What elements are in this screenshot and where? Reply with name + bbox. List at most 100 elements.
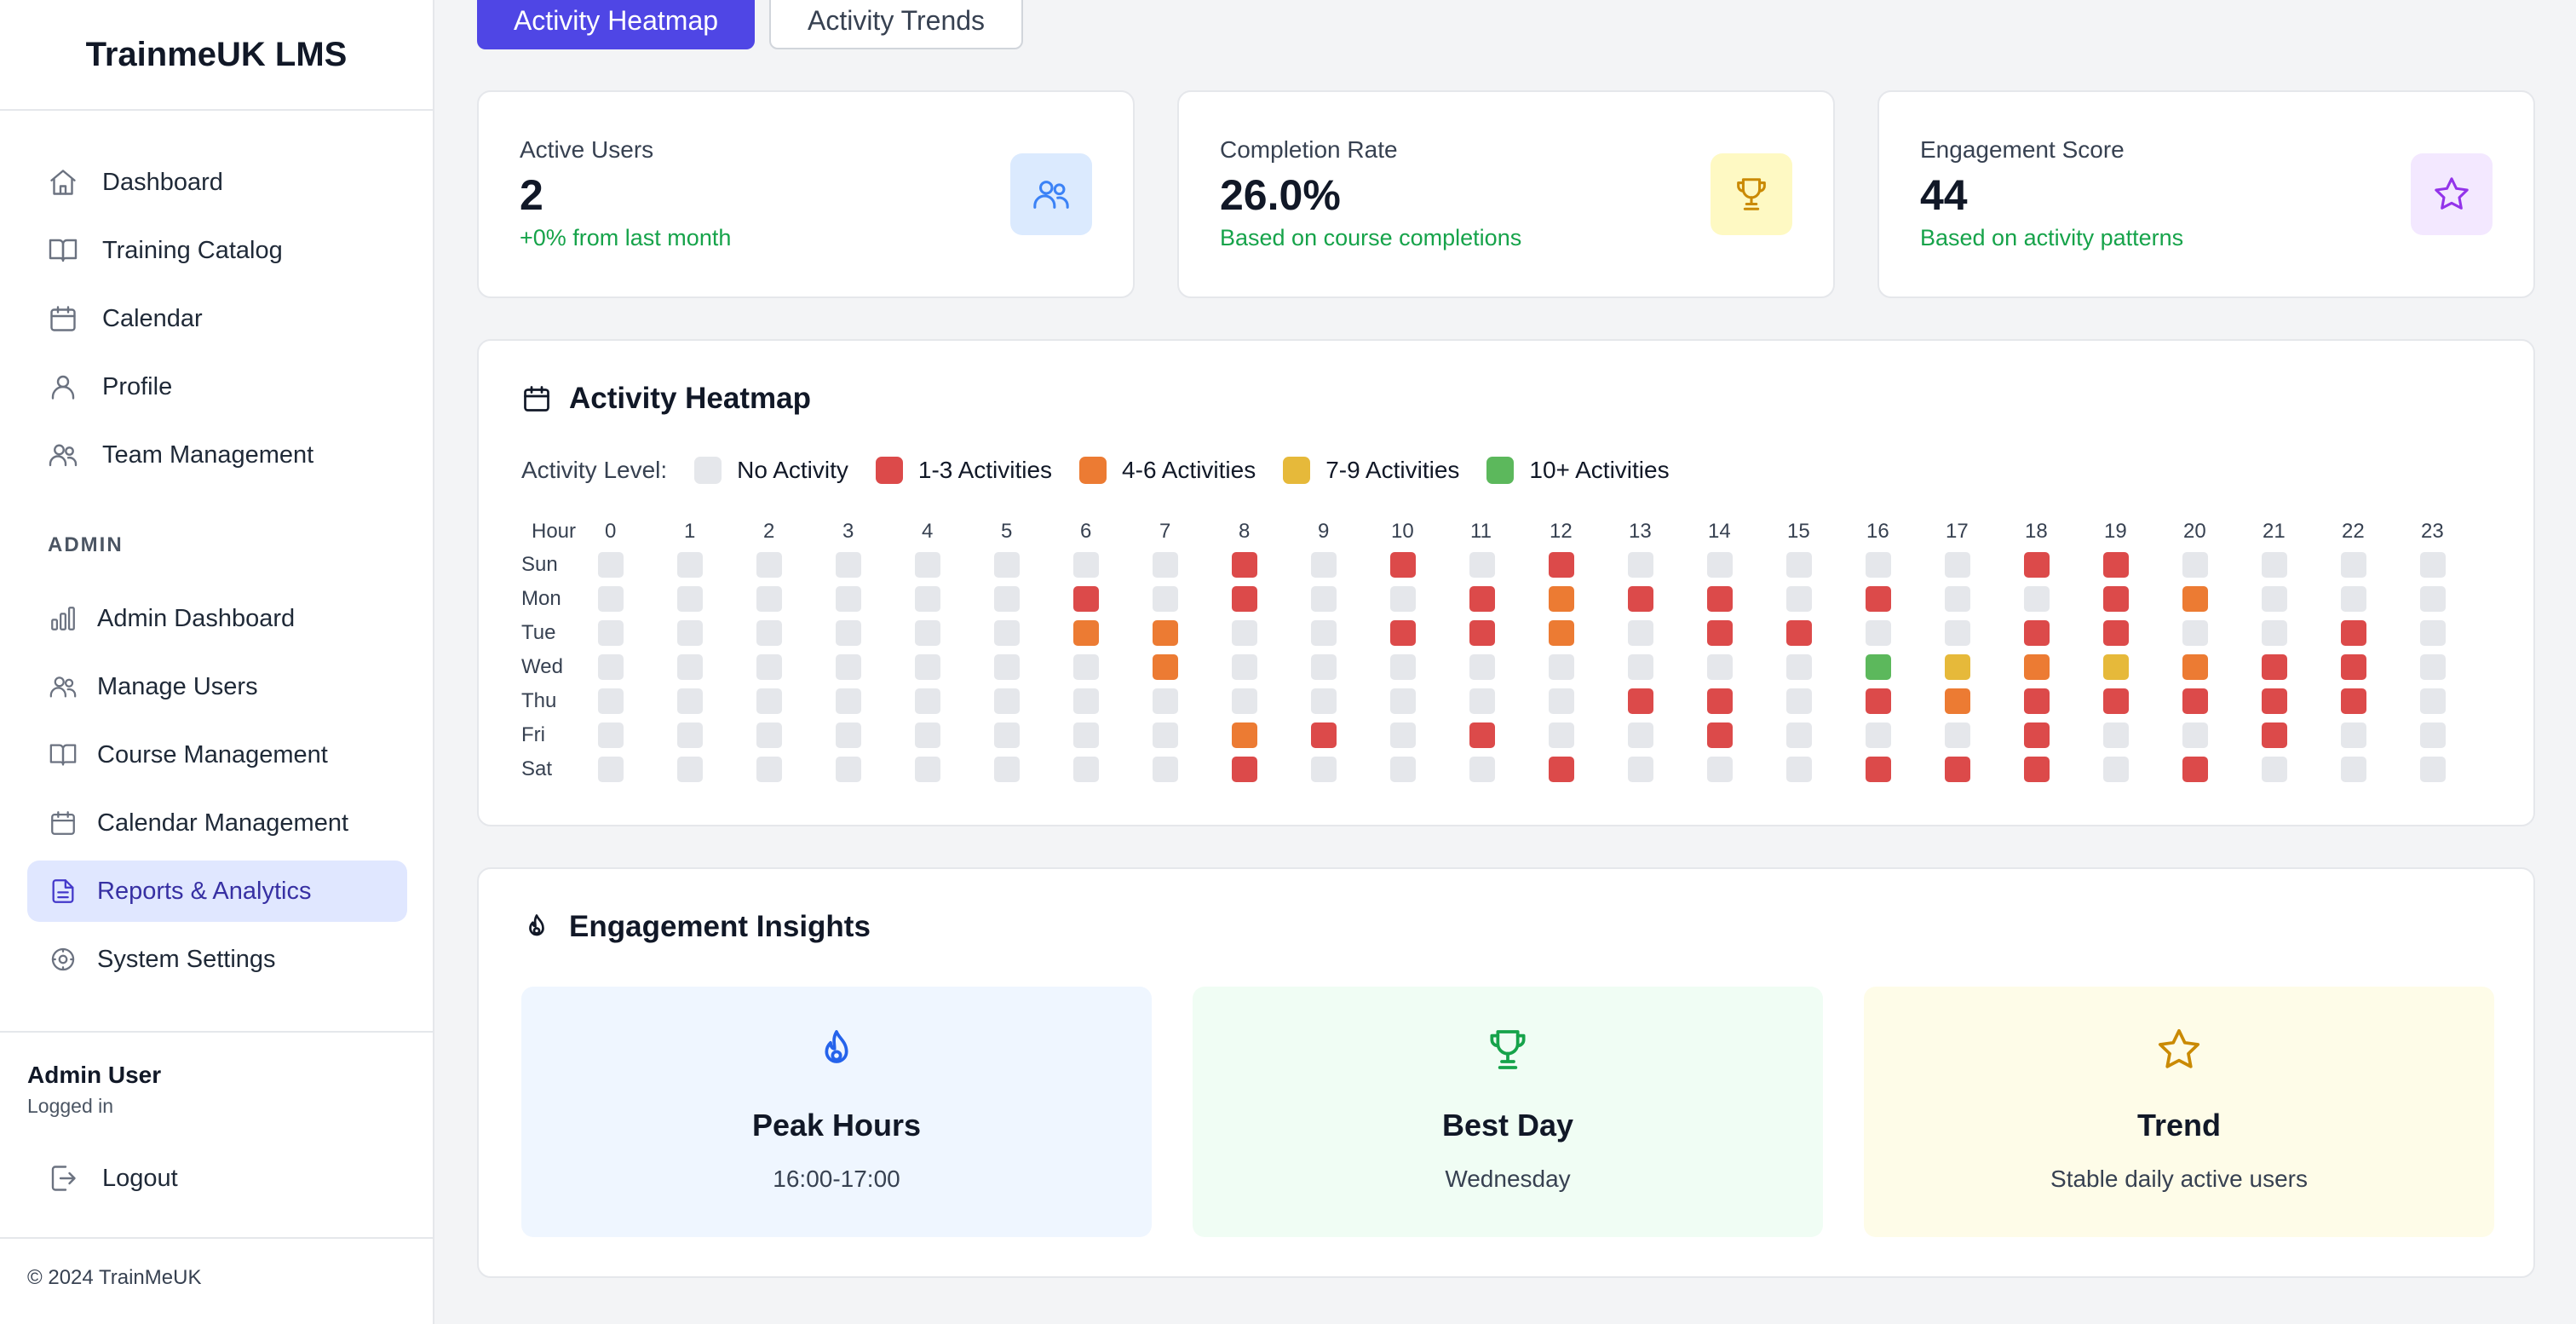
- sidebar-item-reports-analytics[interactable]: Reports & Analytics: [27, 861, 407, 922]
- sidebar-item-course-management[interactable]: Course Management: [27, 724, 407, 786]
- sidebar-item-training-catalog[interactable]: Training Catalog: [27, 220, 407, 281]
- heatmap-cell[interactable]: [1786, 552, 1812, 578]
- heatmap-cell[interactable]: [1866, 552, 1891, 578]
- heatmap-cell[interactable]: [836, 586, 861, 612]
- heatmap-cell[interactable]: [994, 757, 1020, 782]
- heatmap-cell[interactable]: [1786, 620, 1812, 646]
- heatmap-cell[interactable]: [2262, 586, 2287, 612]
- heatmap-cell[interactable]: [1390, 552, 1416, 578]
- heatmap-cell[interactable]: [1232, 620, 1257, 646]
- heatmap-cell[interactable]: [1786, 586, 1812, 612]
- heatmap-cell[interactable]: [1390, 620, 1416, 646]
- heatmap-cell[interactable]: [1153, 722, 1178, 748]
- heatmap-cell[interactable]: [1469, 757, 1495, 782]
- sidebar-item-dashboard[interactable]: Dashboard: [27, 152, 407, 213]
- heatmap-cell[interactable]: [994, 620, 1020, 646]
- heatmap-cell[interactable]: [1628, 620, 1653, 646]
- heatmap-cell[interactable]: [1866, 586, 1891, 612]
- heatmap-cell[interactable]: [2420, 620, 2446, 646]
- heatmap-cell[interactable]: [2024, 757, 2050, 782]
- heatmap-cell[interactable]: [1232, 757, 1257, 782]
- heatmap-cell[interactable]: [1073, 654, 1099, 680]
- heatmap-cell[interactable]: [1153, 688, 1178, 714]
- heatmap-cell[interactable]: [2024, 586, 2050, 612]
- heatmap-cell[interactable]: [994, 722, 1020, 748]
- heatmap-cell[interactable]: [2262, 654, 2287, 680]
- heatmap-cell[interactable]: [836, 688, 861, 714]
- heatmap-cell[interactable]: [1232, 586, 1257, 612]
- heatmap-cell[interactable]: [598, 586, 624, 612]
- heatmap-cell[interactable]: [1945, 552, 1970, 578]
- heatmap-cell[interactable]: [1707, 620, 1733, 646]
- heatmap-cell[interactable]: [598, 688, 624, 714]
- heatmap-cell[interactable]: [1866, 620, 1891, 646]
- heatmap-cell[interactable]: [915, 757, 940, 782]
- heatmap-cell[interactable]: [1549, 654, 1574, 680]
- heatmap-cell[interactable]: [1628, 586, 1653, 612]
- heatmap-cell[interactable]: [756, 654, 782, 680]
- heatmap-cell[interactable]: [1153, 552, 1178, 578]
- heatmap-cell[interactable]: [1153, 757, 1178, 782]
- heatmap-cell[interactable]: [836, 757, 861, 782]
- heatmap-cell[interactable]: [1390, 757, 1416, 782]
- heatmap-cell[interactable]: [1469, 722, 1495, 748]
- heatmap-cell[interactable]: [1549, 586, 1574, 612]
- heatmap-cell[interactable]: [1469, 688, 1495, 714]
- heatmap-cell[interactable]: [1786, 722, 1812, 748]
- heatmap-cell[interactable]: [1945, 586, 1970, 612]
- heatmap-cell[interactable]: [756, 757, 782, 782]
- heatmap-cell[interactable]: [598, 552, 624, 578]
- heatmap-cell[interactable]: [598, 722, 624, 748]
- heatmap-cell[interactable]: [1549, 757, 1574, 782]
- heatmap-cell[interactable]: [1786, 654, 1812, 680]
- heatmap-cell[interactable]: [1866, 688, 1891, 714]
- sidebar-item-calendar-management[interactable]: Calendar Management: [27, 792, 407, 854]
- heatmap-cell[interactable]: [1628, 688, 1653, 714]
- heatmap-cell[interactable]: [1628, 552, 1653, 578]
- heatmap-cell[interactable]: [2262, 552, 2287, 578]
- heatmap-cell[interactable]: [677, 688, 703, 714]
- heatmap-cell[interactable]: [1073, 620, 1099, 646]
- sidebar-item-system-settings[interactable]: System Settings: [27, 929, 407, 990]
- heatmap-cell[interactable]: [677, 722, 703, 748]
- heatmap-cell[interactable]: [836, 620, 861, 646]
- heatmap-cell[interactable]: [756, 552, 782, 578]
- heatmap-cell[interactable]: [1232, 688, 1257, 714]
- heatmap-cell[interactable]: [1549, 688, 1574, 714]
- heatmap-cell[interactable]: [1469, 586, 1495, 612]
- heatmap-cell[interactable]: [1153, 586, 1178, 612]
- heatmap-cell[interactable]: [1707, 654, 1733, 680]
- heatmap-cell[interactable]: [756, 586, 782, 612]
- heatmap-cell[interactable]: [1073, 757, 1099, 782]
- heatmap-cell[interactable]: [756, 688, 782, 714]
- heatmap-cell[interactable]: [2103, 688, 2129, 714]
- heatmap-cell[interactable]: [1390, 722, 1416, 748]
- heatmap-cell[interactable]: [1866, 722, 1891, 748]
- heatmap-cell[interactable]: [2024, 688, 2050, 714]
- heatmap-cell[interactable]: [598, 757, 624, 782]
- heatmap-cell[interactable]: [2182, 757, 2208, 782]
- heatmap-cell[interactable]: [677, 586, 703, 612]
- heatmap-cell[interactable]: [2262, 722, 2287, 748]
- sidebar-item-admin-dashboard[interactable]: Admin Dashboard: [27, 588, 407, 649]
- heatmap-cell[interactable]: [1311, 722, 1337, 748]
- heatmap-cell[interactable]: [2182, 552, 2208, 578]
- heatmap-cell[interactable]: [2420, 586, 2446, 612]
- logout-button[interactable]: Logout: [27, 1148, 178, 1208]
- sidebar-item-manage-users[interactable]: Manage Users: [27, 656, 407, 717]
- heatmap-cell[interactable]: [677, 552, 703, 578]
- heatmap-cell[interactable]: [994, 552, 1020, 578]
- heatmap-cell[interactable]: [2420, 552, 2446, 578]
- heatmap-cell[interactable]: [1945, 757, 1970, 782]
- heatmap-cell[interactable]: [2103, 722, 2129, 748]
- heatmap-cell[interactable]: [994, 654, 1020, 680]
- heatmap-cell[interactable]: [915, 722, 940, 748]
- heatmap-cell[interactable]: [677, 654, 703, 680]
- heatmap-cell[interactable]: [915, 688, 940, 714]
- heatmap-cell[interactable]: [2182, 654, 2208, 680]
- heatmap-cell[interactable]: [2420, 722, 2446, 748]
- heatmap-cell[interactable]: [915, 654, 940, 680]
- heatmap-cell[interactable]: [1469, 552, 1495, 578]
- heatmap-cell[interactable]: [2103, 620, 2129, 646]
- heatmap-cell[interactable]: [1311, 757, 1337, 782]
